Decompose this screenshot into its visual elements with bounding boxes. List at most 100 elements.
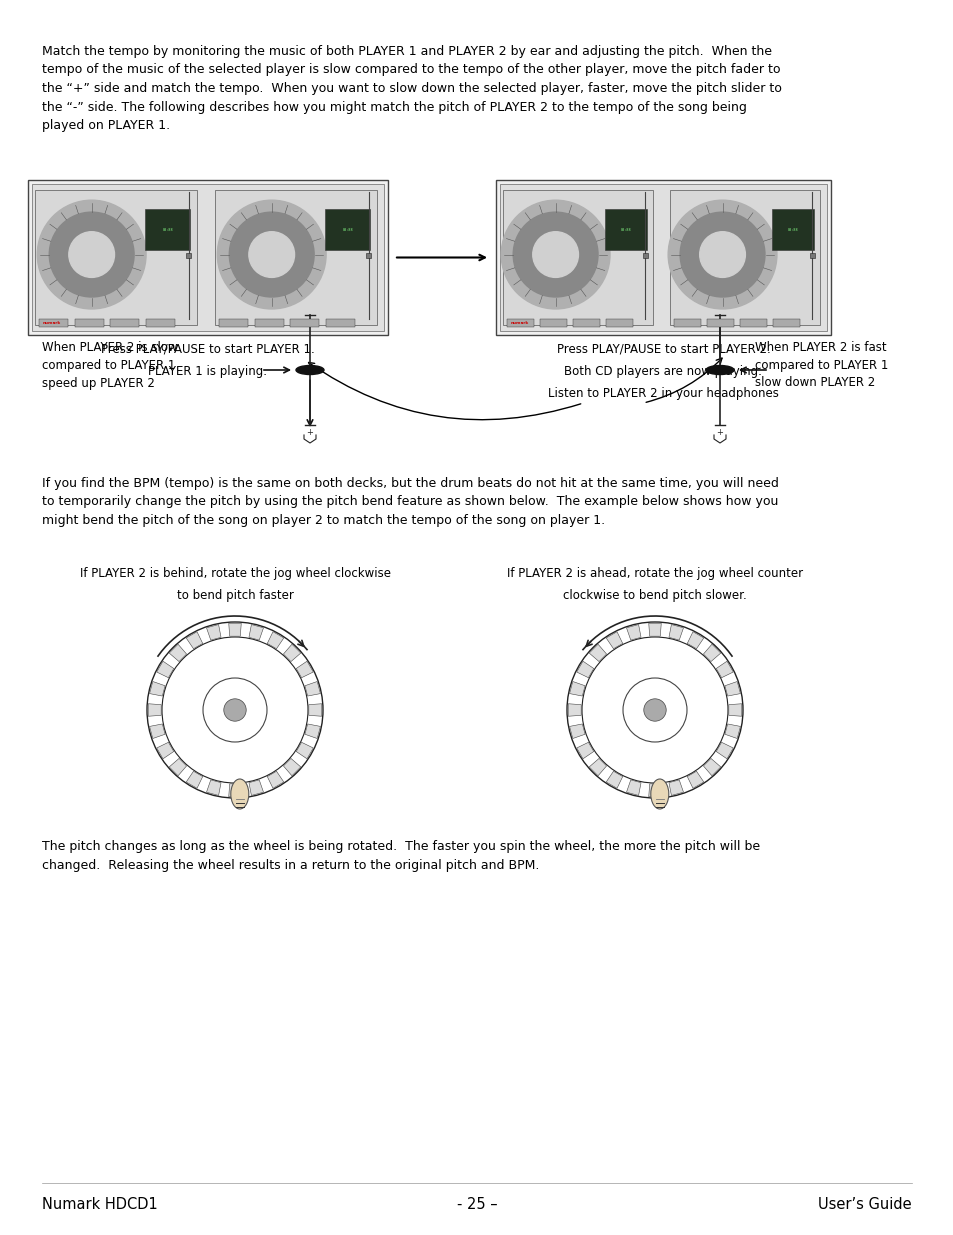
Circle shape: [50, 212, 134, 296]
Bar: [506, 319, 534, 327]
Text: +: +: [716, 429, 722, 437]
Bar: [573, 319, 599, 327]
Text: compared to PLAYER 1: compared to PLAYER 1: [42, 358, 175, 372]
Text: compared to PLAYER 1: compared to PLAYER 1: [754, 358, 887, 372]
Text: The pitch changes as long as the wheel is being rotated.  The faster you spin th: The pitch changes as long as the wheel i…: [42, 840, 760, 872]
Bar: [325, 209, 370, 251]
Polygon shape: [169, 758, 187, 776]
Text: Press PLAY/PAUSE to start PLAYER 2.: Press PLAY/PAUSE to start PLAYER 2.: [556, 343, 769, 356]
Circle shape: [643, 699, 665, 721]
Polygon shape: [605, 772, 622, 788]
Polygon shape: [648, 624, 660, 636]
Text: 88:88: 88:88: [787, 227, 798, 232]
Polygon shape: [716, 742, 733, 758]
Text: +: +: [306, 303, 314, 311]
Circle shape: [224, 699, 246, 721]
Polygon shape: [626, 781, 640, 795]
Polygon shape: [569, 724, 584, 739]
Bar: [39, 319, 68, 327]
Circle shape: [500, 200, 609, 309]
Ellipse shape: [295, 366, 324, 374]
Bar: [35, 190, 196, 325]
Bar: [673, 319, 700, 327]
Polygon shape: [249, 781, 263, 795]
FancyBboxPatch shape: [499, 184, 826, 331]
Text: Listen to PLAYER 2 in your headphones: Listen to PLAYER 2 in your headphones: [547, 387, 778, 400]
Circle shape: [566, 622, 742, 798]
Bar: [145, 209, 191, 251]
Bar: [605, 319, 633, 327]
Polygon shape: [296, 661, 313, 678]
Text: +: +: [306, 429, 314, 437]
Polygon shape: [728, 704, 741, 716]
Polygon shape: [150, 724, 165, 739]
Polygon shape: [283, 645, 300, 662]
Polygon shape: [568, 704, 580, 716]
Circle shape: [679, 212, 764, 296]
Polygon shape: [169, 645, 187, 662]
Polygon shape: [156, 742, 173, 758]
Polygon shape: [569, 682, 584, 697]
Text: - 25 –: - 25 –: [456, 1197, 497, 1212]
Bar: [706, 319, 733, 327]
Text: User’s Guide: User’s Guide: [818, 1197, 911, 1212]
Polygon shape: [309, 704, 321, 716]
Ellipse shape: [650, 779, 668, 809]
Polygon shape: [605, 632, 622, 648]
Circle shape: [667, 200, 776, 309]
Text: numark: numark: [43, 321, 61, 325]
Text: PLAYER 1 is playing.: PLAYER 1 is playing.: [149, 366, 267, 378]
Bar: [366, 253, 371, 258]
Bar: [219, 319, 248, 327]
Circle shape: [229, 212, 314, 296]
Circle shape: [622, 678, 686, 742]
Bar: [771, 209, 814, 251]
Bar: [111, 319, 139, 327]
Circle shape: [581, 637, 727, 783]
Bar: [74, 319, 104, 327]
Text: 88:88: 88:88: [620, 227, 631, 232]
Circle shape: [217, 200, 326, 309]
Bar: [604, 209, 647, 251]
Bar: [642, 253, 647, 258]
Circle shape: [699, 232, 744, 278]
Polygon shape: [229, 624, 241, 636]
Circle shape: [69, 232, 114, 278]
Polygon shape: [724, 724, 740, 739]
Bar: [186, 253, 192, 258]
FancyBboxPatch shape: [496, 180, 830, 335]
Polygon shape: [186, 632, 202, 648]
Polygon shape: [206, 781, 221, 795]
Text: If you find the BPM (tempo) is the same on both decks, but the drum beats do not: If you find the BPM (tempo) is the same …: [42, 477, 778, 527]
Text: When PLAYER 2 is fast: When PLAYER 2 is fast: [754, 341, 885, 353]
Circle shape: [203, 678, 267, 742]
Polygon shape: [648, 784, 660, 797]
Polygon shape: [702, 645, 720, 662]
Polygon shape: [156, 661, 173, 678]
Polygon shape: [296, 742, 313, 758]
Circle shape: [162, 637, 308, 783]
Text: numark: numark: [511, 321, 529, 325]
Polygon shape: [229, 784, 241, 797]
Bar: [214, 190, 376, 325]
Polygon shape: [148, 704, 161, 716]
Text: Numark HDCD1: Numark HDCD1: [42, 1197, 157, 1212]
Text: When PLAYER 2 is slow: When PLAYER 2 is slow: [42, 341, 177, 353]
Bar: [669, 190, 820, 325]
Text: If PLAYER 2 is behind, rotate the jog wheel clockwise: If PLAYER 2 is behind, rotate the jog wh…: [79, 567, 390, 580]
Polygon shape: [267, 632, 283, 648]
Text: Press PLAY/PAUSE to start PLAYER 1.: Press PLAY/PAUSE to start PLAYER 1.: [101, 343, 314, 356]
Polygon shape: [589, 758, 606, 776]
Text: 88:88: 88:88: [342, 227, 353, 232]
Polygon shape: [267, 772, 283, 788]
Bar: [290, 319, 319, 327]
Circle shape: [513, 212, 598, 296]
Polygon shape: [305, 724, 320, 739]
Polygon shape: [206, 625, 221, 640]
Polygon shape: [150, 682, 165, 697]
Text: Both CD players are now playing.: Both CD players are now playing.: [564, 366, 761, 378]
Polygon shape: [686, 632, 703, 648]
Polygon shape: [249, 625, 263, 640]
Bar: [502, 190, 653, 325]
Circle shape: [249, 232, 294, 278]
